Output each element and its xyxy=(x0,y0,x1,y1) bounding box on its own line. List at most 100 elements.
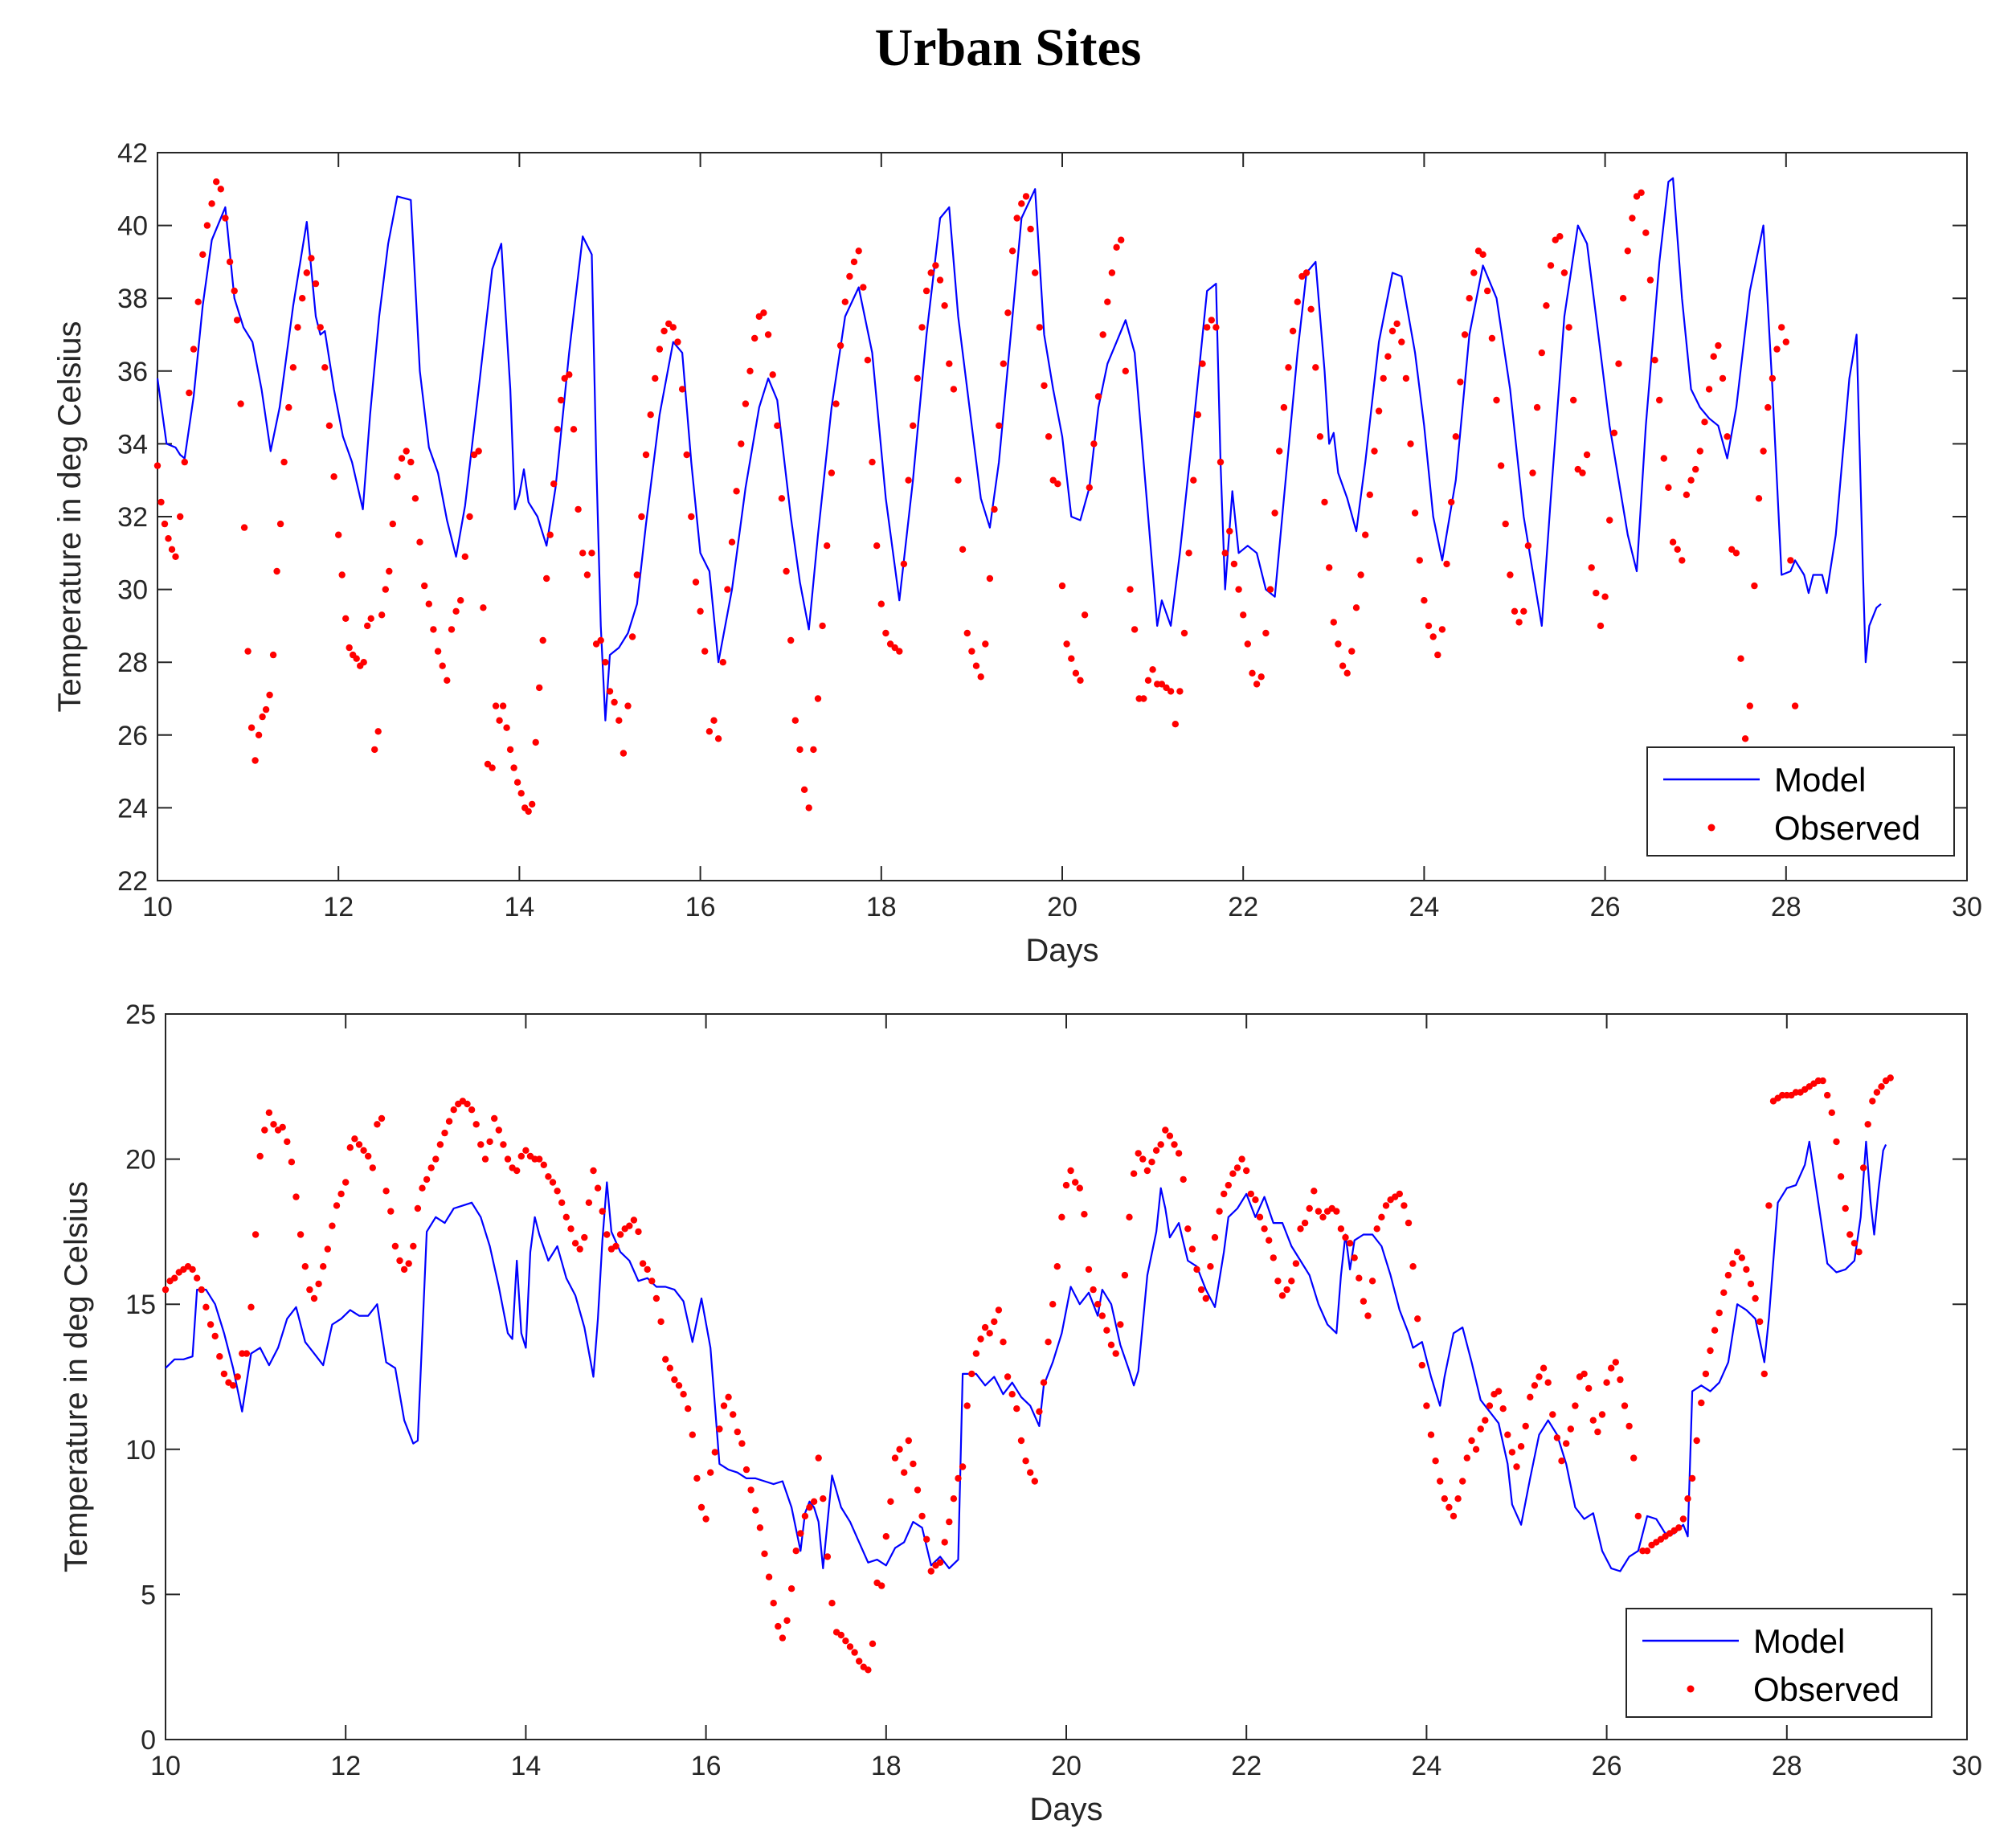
observed-point xyxy=(202,1303,210,1311)
y-tick-label: 36 xyxy=(117,357,148,387)
observed-point xyxy=(371,746,378,754)
y-tick-label: 32 xyxy=(117,502,148,533)
observed-point xyxy=(510,764,517,771)
observed-point xyxy=(769,371,776,378)
observed-point xyxy=(1008,1391,1016,1398)
observed-point xyxy=(1262,629,1270,637)
observed-point xyxy=(1008,247,1016,255)
observed-point xyxy=(1743,1265,1750,1274)
observed-point xyxy=(1375,407,1383,415)
observed-point xyxy=(720,1402,728,1409)
observed-point xyxy=(448,626,456,633)
observed-point xyxy=(452,607,460,615)
observed-point xyxy=(972,662,980,669)
observed-point xyxy=(1249,669,1256,677)
observed-point xyxy=(1197,1286,1205,1294)
observed-point xyxy=(1574,465,1582,473)
observed-point xyxy=(229,1382,237,1389)
observed-point xyxy=(259,713,266,721)
observed-point xyxy=(918,324,926,331)
observed-point xyxy=(480,604,487,611)
y-tick-label: 15 xyxy=(125,1290,156,1320)
observed-point xyxy=(1172,721,1180,728)
observed-point xyxy=(850,258,858,266)
observed-point xyxy=(752,1507,759,1514)
observed-point xyxy=(1319,1213,1327,1221)
observed-point xyxy=(592,640,600,648)
observed-point xyxy=(638,513,645,521)
observed-point xyxy=(1474,247,1482,255)
observed-point xyxy=(846,272,853,280)
observed-point xyxy=(325,422,333,429)
observed-point xyxy=(1004,1373,1012,1380)
observed-point xyxy=(1163,684,1170,692)
x-tick-label: 12 xyxy=(330,1751,361,1781)
observed-point xyxy=(1204,324,1211,331)
observed-point xyxy=(1855,1249,1863,1256)
observed-point xyxy=(244,648,251,655)
observed-point xyxy=(1504,1431,1511,1438)
observed-point xyxy=(434,648,442,655)
observed-point xyxy=(1360,1298,1368,1305)
observed-point xyxy=(1166,1132,1174,1139)
observed-point xyxy=(333,1202,341,1209)
observed-point xyxy=(1067,1167,1074,1175)
observed-point xyxy=(1289,327,1297,335)
observed-point xyxy=(1207,1263,1214,1270)
observed-point xyxy=(1221,550,1229,557)
x-tick-label: 16 xyxy=(685,892,716,922)
observed-point xyxy=(570,426,578,433)
observed-point xyxy=(1679,557,1686,564)
observed-point xyxy=(211,1332,219,1340)
observed-point xyxy=(207,1321,215,1328)
observed-point xyxy=(504,1155,512,1163)
observed-point xyxy=(1185,550,1192,557)
observed-point xyxy=(247,1303,255,1311)
observed-point xyxy=(1674,546,1681,553)
observed-point xyxy=(675,1382,683,1389)
observed-point xyxy=(1414,1315,1421,1323)
observed-point xyxy=(1171,1141,1178,1148)
observed-point xyxy=(1634,1512,1642,1520)
observed-point xyxy=(1330,619,1338,626)
observed-point xyxy=(800,786,808,793)
observed-point xyxy=(824,542,831,550)
observed-point xyxy=(234,1373,241,1380)
legend-label: Observed xyxy=(1774,809,1920,847)
observed-point xyxy=(1679,1515,1687,1523)
observed-point xyxy=(177,513,184,521)
observed-point xyxy=(317,324,324,331)
observed-point xyxy=(1507,571,1514,579)
observed-point xyxy=(1058,1213,1065,1221)
observed-point xyxy=(1752,1294,1759,1302)
observed-point xyxy=(1499,1405,1507,1413)
observed-point xyxy=(583,571,591,579)
observed-point xyxy=(186,389,193,397)
observed-point xyxy=(900,560,908,568)
observed-point xyxy=(1619,295,1627,302)
observed-point xyxy=(639,1260,647,1267)
observed-point xyxy=(882,629,889,637)
observed-point xyxy=(1346,1240,1354,1247)
observed-point xyxy=(1429,633,1437,640)
observed-point xyxy=(489,764,496,771)
y-tick-label: 20 xyxy=(125,1145,156,1175)
observed-point xyxy=(1357,571,1364,579)
observed-point xyxy=(836,341,844,350)
observed-point xyxy=(1176,688,1184,695)
observed-point xyxy=(1425,622,1433,630)
observed-point xyxy=(450,1106,457,1114)
observed-point xyxy=(910,422,917,429)
observed-point xyxy=(1158,681,1166,688)
observed-point xyxy=(1382,1202,1390,1209)
observed-point xyxy=(216,1353,223,1360)
observed-point xyxy=(1887,1074,1894,1081)
observed-point xyxy=(738,1440,746,1447)
observed-point xyxy=(842,1638,849,1645)
observed-point xyxy=(171,1274,178,1282)
observed-point xyxy=(1513,1463,1520,1470)
observed-point xyxy=(247,724,256,731)
observed-point xyxy=(579,550,587,557)
observed-point xyxy=(545,1173,552,1180)
observed-point xyxy=(1589,1417,1597,1424)
